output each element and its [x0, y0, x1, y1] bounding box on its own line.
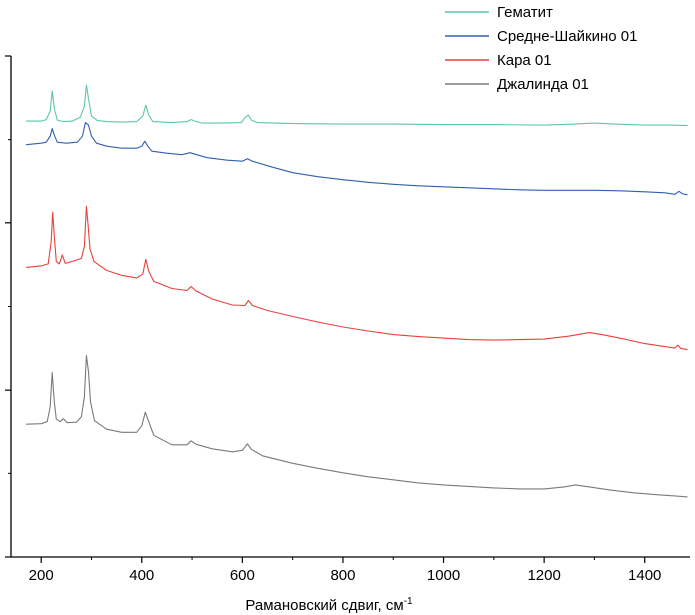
legend: Гематит Средне-Шайкино 01 Кара 01 Джалинда …: [445, 4, 637, 93]
series-line-4: [26, 355, 688, 498]
axes: 200 400 600 800 1000 1200 1400: [5, 55, 690, 584]
x-axis-ticks: 200 400 600 800 1000 1200 1400: [29, 557, 661, 584]
series-line-2: [26, 122, 688, 196]
legend-label-3: Кара 01: [497, 52, 552, 69]
x-tick-label: 1000: [427, 567, 460, 584]
plot-area: [26, 84, 688, 498]
y-axis-ticks: [5, 55, 11, 558]
x-tick-label: 400: [129, 567, 154, 584]
legend-label-2: Средне-Шайкино 01: [497, 28, 637, 45]
series-line-3: [26, 205, 688, 351]
x-tick-label: 800: [330, 567, 355, 584]
x-tick-label: 200: [29, 567, 54, 584]
x-tick-label: 1200: [527, 567, 560, 584]
x-axis-title-superscript: -1: [404, 596, 413, 607]
legend-label-4: Джалинда 01: [497, 76, 589, 93]
x-tick-label: 1400: [628, 567, 661, 584]
x-tick-label: 600: [230, 567, 255, 584]
series-layer: [26, 84, 688, 498]
x-axis-title-text: Рамановский сдвиг, см: [245, 597, 403, 614]
x-axis-title: Рамановский сдвиг, см-1: [245, 596, 413, 614]
series-line-1: [26, 84, 688, 127]
legend-label-1: Гематит: [497, 4, 553, 21]
